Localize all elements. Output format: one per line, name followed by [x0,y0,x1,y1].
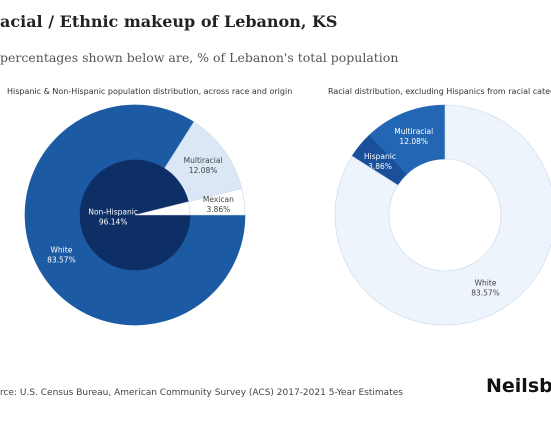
source: rce: U.S. Census Bureau, American Commun… [0,388,403,398]
slice [334,104,551,326]
slice [351,135,407,186]
subtitle: percentages shown below are, % of Lebano… [0,50,398,65]
slice-label: Mexican [203,195,234,204]
slice-label: Multiracial [184,156,223,165]
value-label: 12.08% [399,137,428,146]
slice-label: Multiracial [394,127,433,136]
slice-label: White [51,246,73,255]
brand: Neilsbe [486,375,551,397]
slice-label: White [475,279,497,288]
value-label: 12.08% [189,166,218,175]
value-label: 83.57% [47,256,76,265]
value-label: 96.14% [99,218,128,227]
value-label: 3.86% [206,205,230,214]
chart-title: Racial distribution, excluding Hispanics… [328,87,551,96]
value-label: 83.57% [471,289,500,298]
slice [134,201,191,216]
value-label: 3.86% [368,162,392,171]
slice-label: Non-Hispanic [88,208,138,217]
title: acial / Ethnic makeup of Lebanon, KS [0,12,337,31]
chart-title: Hispanic & Non-Hispanic population distr… [7,87,292,96]
slice-label: Hispanic [364,152,396,161]
